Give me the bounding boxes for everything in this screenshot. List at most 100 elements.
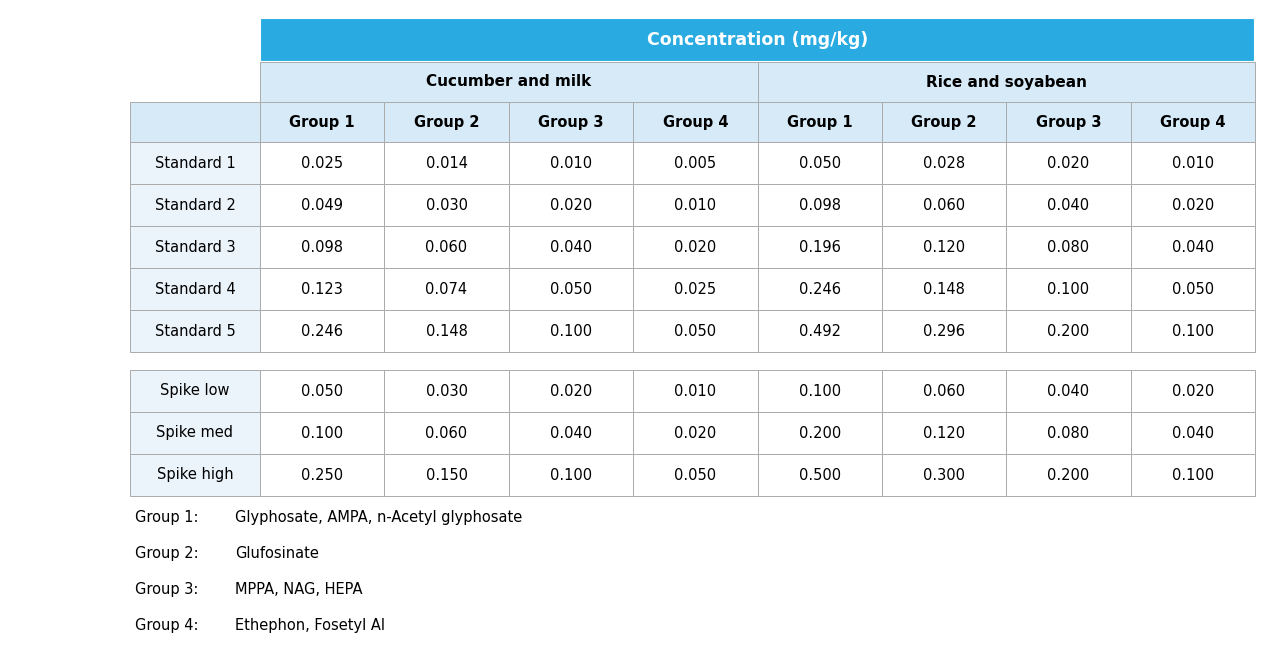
Text: 0.060: 0.060 <box>425 240 467 255</box>
Text: Group 3: Group 3 <box>1036 115 1101 130</box>
Text: 0.060: 0.060 <box>923 383 965 398</box>
Text: 0.098: 0.098 <box>799 197 841 212</box>
Text: 0.040: 0.040 <box>550 240 591 255</box>
Text: MPPA, NAG, HEPA: MPPA, NAG, HEPA <box>236 582 362 597</box>
Bar <box>260 62 758 102</box>
Bar <box>384 412 508 454</box>
Text: 0.196: 0.196 <box>799 240 841 255</box>
Text: 0.250: 0.250 <box>301 467 343 482</box>
Text: 0.492: 0.492 <box>799 324 841 339</box>
Text: Group 3:: Group 3: <box>134 582 198 597</box>
Bar <box>634 370 758 412</box>
Bar <box>508 226 634 268</box>
Bar <box>131 102 260 142</box>
Bar <box>758 102 882 142</box>
Text: 0.040: 0.040 <box>1047 197 1089 212</box>
Text: 0.020: 0.020 <box>1047 156 1089 171</box>
Bar <box>1006 184 1130 226</box>
Bar <box>1006 268 1130 310</box>
Text: 0.296: 0.296 <box>923 324 965 339</box>
Text: 0.100: 0.100 <box>550 467 591 482</box>
Text: 0.025: 0.025 <box>675 281 717 296</box>
Bar <box>758 370 882 412</box>
Text: 0.014: 0.014 <box>425 156 467 171</box>
Bar <box>384 310 508 352</box>
Text: 0.020: 0.020 <box>1171 197 1213 212</box>
Bar <box>1130 226 1254 268</box>
Bar <box>508 412 634 454</box>
Text: Glyphosate, AMPA, n-Acetyl glyphosate: Glyphosate, AMPA, n-Acetyl glyphosate <box>236 510 522 525</box>
Text: Group 4: Group 4 <box>663 115 728 130</box>
Text: 0.020: 0.020 <box>1171 383 1213 398</box>
Bar <box>758 184 882 226</box>
Bar <box>634 142 758 184</box>
Bar <box>508 454 634 496</box>
Text: Group 1: Group 1 <box>289 115 355 130</box>
Bar <box>131 62 260 102</box>
Text: Standard 2: Standard 2 <box>155 197 236 212</box>
Text: 0.050: 0.050 <box>675 324 717 339</box>
Bar <box>508 102 634 142</box>
Bar <box>260 184 384 226</box>
Text: Group 2: Group 2 <box>413 115 479 130</box>
Text: 0.100: 0.100 <box>1047 281 1089 296</box>
Bar <box>1130 370 1254 412</box>
Text: 0.098: 0.098 <box>301 240 343 255</box>
Text: Ethephon, Fosetyl Al: Ethephon, Fosetyl Al <box>236 618 385 633</box>
Bar <box>758 142 882 184</box>
Text: 0.246: 0.246 <box>301 324 343 339</box>
Text: Glufosinate: Glufosinate <box>236 546 319 561</box>
Bar <box>508 370 634 412</box>
Text: 0.060: 0.060 <box>923 197 965 212</box>
Bar <box>131 370 260 412</box>
Bar <box>882 310 1006 352</box>
Bar <box>131 412 260 454</box>
Text: 0.120: 0.120 <box>923 426 965 441</box>
Bar <box>758 310 882 352</box>
Bar <box>758 226 882 268</box>
Text: 0.050: 0.050 <box>550 281 591 296</box>
Bar <box>260 142 384 184</box>
Text: 0.025: 0.025 <box>301 156 343 171</box>
Bar <box>882 370 1006 412</box>
Bar <box>1006 454 1130 496</box>
Bar <box>384 268 508 310</box>
Text: Rice and soyabean: Rice and soyabean <box>925 74 1087 89</box>
Bar <box>131 184 260 226</box>
Bar <box>508 268 634 310</box>
Text: Group 1:: Group 1: <box>134 510 198 525</box>
Text: Cucumber and milk: Cucumber and milk <box>426 74 591 89</box>
Bar <box>882 102 1006 142</box>
Text: Spike high: Spike high <box>156 467 233 482</box>
Bar <box>384 226 508 268</box>
Bar <box>1006 412 1130 454</box>
Text: 0.040: 0.040 <box>1171 240 1213 255</box>
Text: 0.050: 0.050 <box>799 156 841 171</box>
Bar <box>508 184 634 226</box>
Bar <box>1130 310 1254 352</box>
Text: 0.030: 0.030 <box>425 197 467 212</box>
Bar <box>131 454 260 496</box>
Text: Spike med: Spike med <box>156 426 233 441</box>
Bar <box>882 184 1006 226</box>
Text: 0.080: 0.080 <box>1047 240 1089 255</box>
Text: 0.246: 0.246 <box>799 281 841 296</box>
Bar <box>882 454 1006 496</box>
Text: Standard 5: Standard 5 <box>155 324 236 339</box>
Text: 0.100: 0.100 <box>1171 324 1213 339</box>
Bar <box>634 268 758 310</box>
Bar <box>508 310 634 352</box>
Text: Group 3: Group 3 <box>538 115 604 130</box>
Text: 0.030: 0.030 <box>425 383 467 398</box>
Text: Standard 3: Standard 3 <box>155 240 236 255</box>
Bar <box>882 268 1006 310</box>
Bar <box>634 454 758 496</box>
Text: Group 4:: Group 4: <box>134 618 198 633</box>
Bar <box>260 18 1254 62</box>
Bar <box>634 226 758 268</box>
Bar <box>131 310 260 352</box>
Bar <box>1006 226 1130 268</box>
Text: 0.123: 0.123 <box>301 281 343 296</box>
Bar <box>1006 370 1130 412</box>
Bar <box>882 226 1006 268</box>
